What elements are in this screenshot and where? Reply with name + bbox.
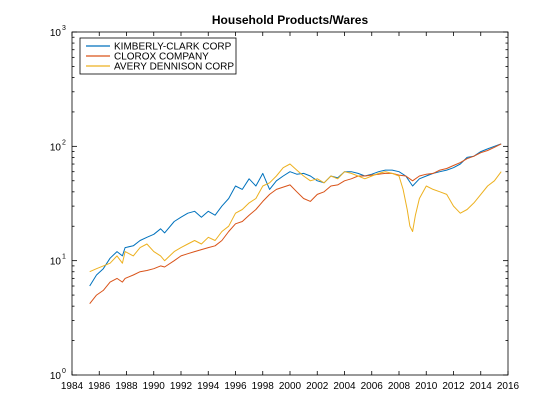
x-tick-label: 2014 xyxy=(470,381,493,392)
y-tick-label: 10 xyxy=(50,142,62,153)
y-tick-exponent: 0 xyxy=(62,368,66,375)
x-tick-label: 1986 xyxy=(88,381,111,392)
y-tick-exponent: 2 xyxy=(62,139,66,146)
y-tick-exponent: 3 xyxy=(62,25,66,32)
y-tick-exponent: 1 xyxy=(62,254,66,261)
legend-label: KIMBERLY-CLARK CORP xyxy=(114,42,232,53)
x-tick-label: 1988 xyxy=(115,381,138,392)
x-tick-label: 1992 xyxy=(170,381,193,392)
legend-label: CLOROX COMPANY xyxy=(114,52,209,63)
x-tick-label: 2002 xyxy=(306,381,329,392)
x-tick-label: 1998 xyxy=(252,381,275,392)
x-tick-label: 2010 xyxy=(415,381,438,392)
y-tick-label: 10 xyxy=(50,257,62,268)
x-tick-label: 2016 xyxy=(497,381,520,392)
plot-area xyxy=(71,31,509,376)
x-tick-label: 2004 xyxy=(333,381,356,392)
x-tick-label: 1990 xyxy=(143,381,166,392)
x-axis: 1984 1986 1988 1990 1992 1994 1996 1998 2000 2002… xyxy=(61,32,520,392)
series-line-3 xyxy=(89,163,502,273)
x-tick-label: 1984 xyxy=(61,381,84,392)
axes-box xyxy=(71,31,509,376)
series-line-1 xyxy=(89,143,502,287)
y-tick-label: 10 xyxy=(50,371,62,382)
series-line-2 xyxy=(89,143,502,305)
x-tick-label: 2006 xyxy=(361,381,384,392)
x-tick-label: 2000 xyxy=(279,381,302,392)
chart-title: Household Products/Wares xyxy=(212,13,369,27)
y-tick-label: 10 xyxy=(50,28,62,39)
x-tick-label: 1996 xyxy=(224,381,247,392)
x-tick-label: 2012 xyxy=(442,381,465,392)
legend-label: AVERY DENNISON CORP xyxy=(114,62,234,73)
x-tick-label: 1994 xyxy=(197,381,220,392)
x-tick-label: 2008 xyxy=(388,381,411,392)
series-group xyxy=(89,143,502,305)
